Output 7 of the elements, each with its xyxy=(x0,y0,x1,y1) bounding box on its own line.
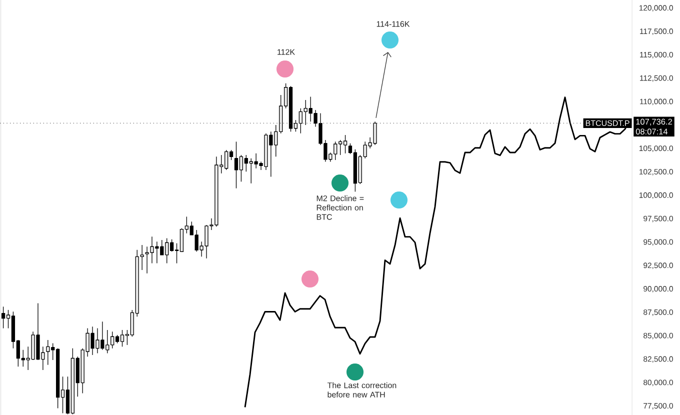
text: 08:07:14 xyxy=(636,128,668,134)
annotation: The Last correction before new ATH xyxy=(327,382,396,398)
annotation: 112K xyxy=(278,49,295,55)
annotation: M2 Decline = Reflection on BTC xyxy=(316,195,364,220)
text: 107,736.2 xyxy=(636,118,672,126)
annotation: 114-116K xyxy=(376,21,410,27)
ref-line-label: BTCUSDT.P xyxy=(586,120,630,126)
